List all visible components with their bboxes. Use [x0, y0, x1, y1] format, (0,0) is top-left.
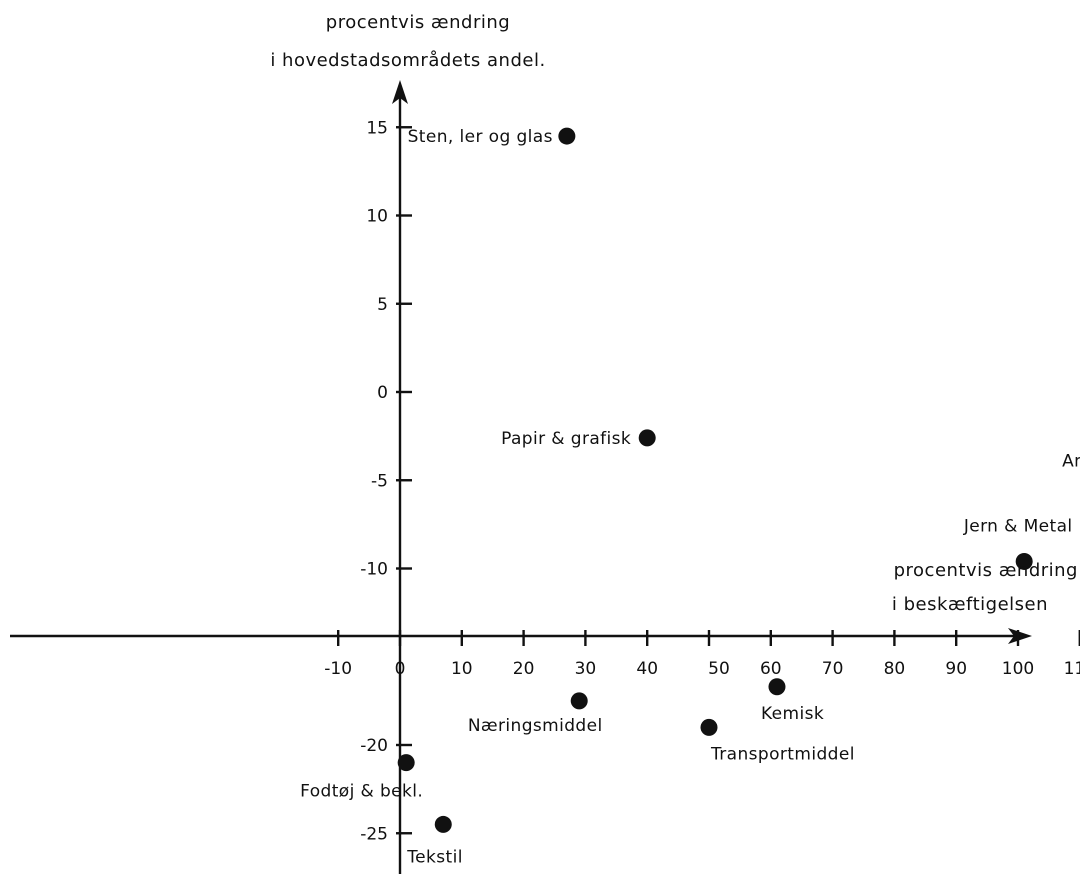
x-tick-label: 70 [822, 659, 844, 679]
data-point [638, 429, 656, 447]
y-axis-title-line-1: procentvis ændring [326, 12, 510, 33]
y-tick-label: 5 [377, 295, 388, 315]
x-tick-label: 20 [513, 659, 535, 679]
y-tick-label: 10 [366, 207, 388, 227]
data-point [397, 754, 415, 772]
point-label: Sten, ler og glas [408, 127, 553, 147]
data-point [570, 692, 588, 710]
point-label: Papir & grafisk [501, 429, 631, 449]
y-axis-ticks: 15 10 5 0 -5 -10 -20 -25 [360, 118, 412, 844]
y-tick-label: 0 [377, 383, 388, 403]
y-axis-title-line-2: i hovedstadsområdets andel. [270, 50, 545, 71]
y-tick-label: -10 [360, 560, 388, 580]
x-tick-label: 30 [575, 659, 597, 679]
axes [10, 80, 1032, 874]
y-axis-arrow [392, 80, 408, 104]
data-point [700, 718, 718, 736]
point-labels: Sten, ler og glas Papir & grafisk Anden Jer… [300, 127, 1080, 867]
x-tick-label: 0 [395, 659, 406, 679]
point-label: Kemisk [761, 704, 824, 724]
x-tick-label: 50 [708, 659, 730, 679]
x-tick-label: 60 [760, 659, 782, 679]
x-axis-arrow [1008, 628, 1032, 644]
x-tick-label: 40 [636, 659, 658, 679]
y-tick-label: -25 [360, 824, 388, 844]
y-tick-label: -20 [360, 736, 388, 756]
point-label: Tekstil [406, 847, 463, 867]
x-axis-ticks: -100102030405060708090100110120130140 [324, 630, 1080, 679]
point-label: Jern & Metal [963, 516, 1073, 536]
point-label: Anden [1062, 451, 1080, 471]
x-axis-title-line-1: procentvis ændring [894, 560, 1078, 581]
data-point [768, 678, 786, 696]
x-tick-label: -10 [324, 659, 352, 679]
data-point [1015, 552, 1033, 570]
x-tick-label: 110 [1064, 659, 1080, 679]
x-axis-title-line-2: i beskæftigelsen [892, 594, 1048, 615]
data-point [434, 815, 452, 833]
point-label: Næringsmiddel [468, 716, 603, 736]
y-tick-label: 15 [366, 118, 388, 138]
y-tick-label: -5 [371, 471, 388, 491]
x-tick-label: 10 [451, 659, 473, 679]
data-point [558, 127, 576, 145]
x-tick-label: 100 [1002, 659, 1034, 679]
data-points [397, 127, 1033, 833]
axis-titles: procentvis ændring i hovedstadsområdets … [270, 12, 1078, 615]
point-label: Fodtøj & bekl. [300, 782, 423, 802]
x-tick-label: 80 [884, 659, 906, 679]
x-tick-label: 90 [945, 659, 967, 679]
point-label: Transportmiddel [710, 744, 855, 764]
